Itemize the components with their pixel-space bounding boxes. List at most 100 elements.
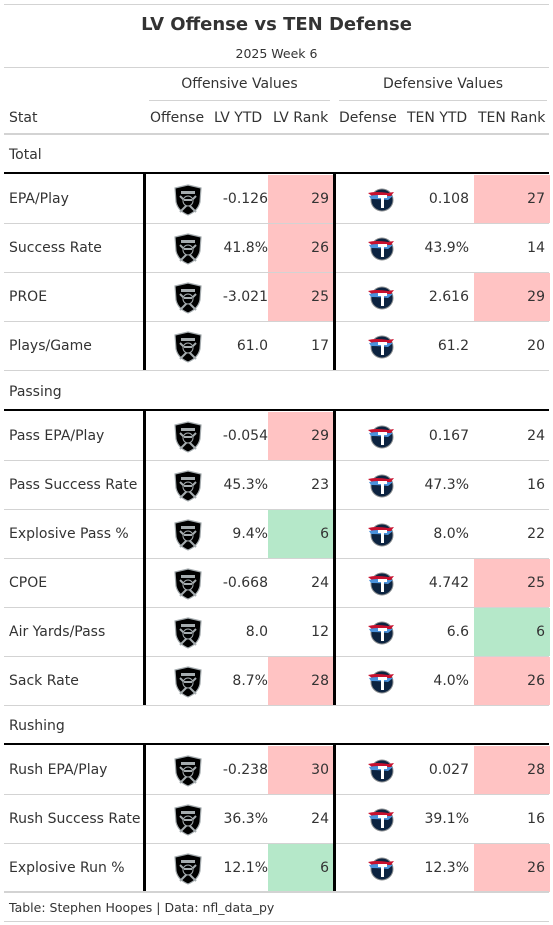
ten-ytd-value: 61.2 [437,338,469,354]
ten-rank-highlight [474,559,550,607]
section-separator [143,173,146,370]
ten-rank-highlight [474,657,550,705]
titans-logo-icon [366,470,398,502]
ten-ytd-value: 4.742 [428,575,469,591]
lv-rank-value: 6 [320,526,329,542]
ten-rank-value: 27 [527,191,545,207]
lv-ytd-value: 12.1% [223,860,268,876]
raiders-logo-icon [172,617,204,649]
lv-rank-highlight [268,273,334,321]
ten-rank-value: 22 [527,526,545,542]
raiders-logo-icon [172,666,204,698]
table-row: Sack Rate 8.7% 28 4.0% 26 [4,657,550,706]
col-header-ten-rank: TEN Rank [478,110,546,126]
ten-ytd-value: 47.3% [424,477,469,493]
stat-label: EPA/Play [9,191,69,207]
lv-ytd-value: 9.4% [232,526,268,542]
ten-ytd-value: 6.6 [446,624,469,640]
ten-rank-value: 14 [527,240,545,256]
titans-logo-icon [366,519,398,551]
ten-ytd-value: 8.0% [433,526,469,542]
lv-rank-highlight [268,175,334,223]
raiders-logo-icon [172,568,204,600]
table-row: Explosive Pass % 9.4% 6 8.0% 22 [4,510,549,559]
ten-rank-value: 16 [527,811,545,827]
ten-rank-value: 26 [527,673,545,689]
titans-logo-icon [366,331,398,363]
group-divider-rushing [4,743,549,745]
section-separator [333,173,336,370]
table-row: Air Yards/Pass 8.0 12 6.6 6 [4,608,550,657]
header-bottom-border [4,133,549,135]
lv-rank-highlight [268,412,334,460]
lv-rank-highlight [268,746,334,794]
group-divider-passing [4,409,549,411]
row-divider [4,558,549,559]
section-separator [333,410,336,705]
spanner-offensive-values: Offensive Values [149,76,330,101]
stat-label: Rush EPA/Play [9,762,108,778]
lv-rank-highlight [268,657,334,705]
titans-logo-icon [366,421,398,453]
col-header-lv-rank: LV Rank [273,110,329,126]
row-divider [4,509,549,510]
titans-logo-icon [366,755,398,787]
raiders-logo-icon [172,421,204,453]
table-row: Explosive Run % 12.1% 6 12.3% 26 [4,844,550,893]
titans-logo-icon [366,617,398,649]
raiders-logo-icon [172,804,204,836]
table-top-border [4,4,549,5]
titans-logo-icon [366,853,398,885]
raiders-logo-icon [172,282,204,314]
row-divider [4,460,549,461]
lv-rank-value: 29 [311,428,329,444]
ten-rank-value: 24 [527,428,545,444]
lv-ytd-value: -0.238 [222,762,268,778]
group-divider-total [4,172,549,174]
ten-ytd-value: 0.108 [428,191,469,207]
table-row: Success Rate 41.8% 26 43.9% 14 [4,224,549,273]
ten-ytd-value: 0.167 [428,428,469,444]
lv-rank-value: 12 [311,624,329,640]
ten-ytd-value: 4.0% [433,673,469,689]
row-divider [4,272,549,273]
table-row: Plays/Game 61.0 17 61.2 20 [4,322,549,371]
titans-logo-icon [366,282,398,314]
section-separator [143,744,146,892]
raiders-logo-icon [172,331,204,363]
stat-label: CPOE [9,575,48,591]
lv-rank-value: 24 [311,811,329,827]
group-label-total: Total [9,147,42,163]
row-divider [4,656,549,657]
row-divider [4,223,549,224]
titans-logo-icon [366,666,398,698]
row-divider [4,705,549,706]
ten-ytd-value: 0.027 [428,762,469,778]
ten-rank-highlight [474,175,550,223]
titans-logo-icon [366,804,398,836]
lv-rank-highlight [268,224,334,272]
ten-ytd-value: 43.9% [424,240,469,256]
lv-rank-highlight [268,844,334,892]
raiders-logo-icon [172,519,204,551]
row-divider [4,607,549,608]
group-label-passing: Passing [9,384,62,400]
table-row: PROE -3.021 25 2.616 29 [4,273,550,322]
ten-rank-highlight [474,273,550,321]
lv-ytd-value: -0.668 [222,575,268,591]
table-title: LV Offense vs TEN Defense [141,14,412,35]
col-header-lv-ytd: LV YTD [214,110,263,126]
ten-rank-value: 26 [527,860,545,876]
titans-logo-icon [366,233,398,265]
ten-rank-value: 25 [527,575,545,591]
col-header-offense: Offense [150,110,205,126]
section-separator [333,744,336,892]
ten-rank-value: 28 [527,762,545,778]
ten-rank-value: 6 [536,624,545,640]
stat-label: PROE [9,289,48,305]
row-divider [4,321,549,322]
lv-ytd-value: 8.0 [245,624,268,640]
stat-label: Success Rate [9,240,102,256]
spanner-defensive-values: Defensive Values [339,76,547,101]
